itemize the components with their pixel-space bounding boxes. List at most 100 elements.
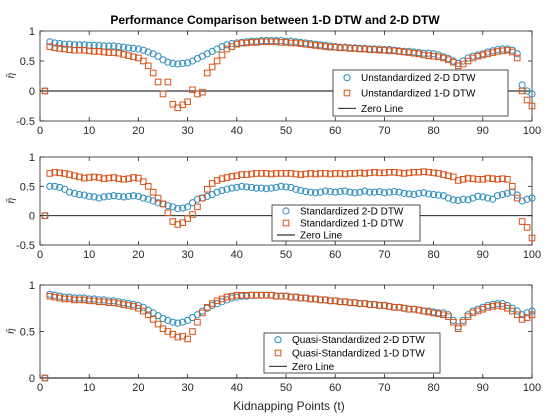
- data-point-square: [322, 170, 329, 177]
- data-point-circle: [454, 196, 462, 205]
- data-point-square: [346, 170, 354, 177]
- data-point-circle: [361, 187, 369, 195]
- data-point-square: [523, 96, 531, 104]
- data-point-circle: [430, 190, 438, 199]
- data-point-square: [223, 293, 231, 301]
- y-tick-label: 0.5: [20, 181, 35, 193]
- data-point-square: [518, 87, 526, 95]
- data-point-square: [90, 48, 98, 55]
- data-point-square: [125, 52, 132, 59]
- data-point-square: [425, 168, 432, 176]
- data-point-square: [326, 297, 334, 305]
- data-point-square: [51, 293, 59, 301]
- data-point-square: [80, 296, 88, 304]
- data-point-square: [312, 42, 319, 49]
- data-point-square: [331, 297, 339, 305]
- data-point-square: [267, 170, 275, 178]
- data-point-square: [149, 188, 157, 196]
- data-point-square: [149, 69, 157, 77]
- data-point-square: [454, 177, 462, 184]
- data-point-square: [528, 102, 536, 110]
- data-point-square: [449, 173, 457, 181]
- x-tick-label: 50: [280, 125, 292, 137]
- y-tick-label: 0: [29, 86, 35, 98]
- data-point-circle: [262, 185, 270, 193]
- data-point-square: [302, 294, 309, 302]
- data-point-circle: [272, 183, 280, 192]
- x-tick-label: 40: [231, 125, 243, 137]
- data-point-circle: [95, 194, 103, 202]
- data-point-square: [272, 38, 280, 46]
- data-point-square: [326, 43, 334, 51]
- data-point-circle: [134, 192, 142, 200]
- data-point-square: [523, 224, 531, 231]
- x-tick-label: 60: [329, 249, 341, 261]
- data-point-circle: [479, 193, 487, 201]
- data-point-circle: [124, 44, 133, 52]
- data-point-square: [504, 46, 511, 54]
- data-point-square: [287, 39, 295, 47]
- y-tick-label: 1: [29, 26, 35, 38]
- data-point-circle: [238, 182, 246, 190]
- y-tick-label: -0.5: [16, 116, 35, 128]
- data-point-square: [46, 170, 54, 177]
- data-point-circle: [169, 59, 177, 68]
- data-point-square: [307, 170, 314, 177]
- data-point-square: [66, 46, 73, 53]
- data-point-square: [41, 374, 49, 382]
- data-point-circle: [307, 188, 315, 196]
- data-point-square: [90, 173, 98, 181]
- data-point-square: [282, 170, 290, 177]
- subplot-3: 0 10 20 30 40 50 60 70 80 90 100 0 0.5 1 η̄ Quasi-Stand…: [6, 280, 541, 394]
- data-point-square: [130, 53, 137, 61]
- data-point-square: [430, 309, 437, 317]
- data-point-square: [331, 170, 339, 177]
- data-point-square: [410, 168, 418, 176]
- data-point-circle: [65, 40, 74, 48]
- data-point-square: [267, 291, 275, 299]
- legend-marker-circle: [343, 74, 351, 82]
- legend-entry-zero-line: Zero Line: [300, 231, 343, 242]
- data-point-square: [130, 303, 137, 310]
- data-point-square: [292, 39, 300, 47]
- data-point-square: [479, 305, 487, 313]
- data-point-square: [484, 50, 492, 58]
- x-tick-label: 70: [378, 382, 390, 394]
- data-point-square: [489, 175, 496, 183]
- data-point-square: [218, 175, 226, 183]
- data-point-square: [499, 47, 506, 55]
- legend-entry-zero-line: Zero Line: [361, 104, 404, 115]
- data-point-circle: [129, 44, 138, 53]
- data-point-square: [238, 171, 246, 178]
- data-point-square: [469, 175, 477, 183]
- series-square: [41, 291, 536, 382]
- data-point-circle: [459, 195, 467, 203]
- data-point-circle: [321, 187, 329, 195]
- data-point-square: [479, 51, 487, 59]
- data-point-square: [415, 306, 423, 314]
- data-point-square: [356, 169, 364, 177]
- data-point-circle: [331, 188, 339, 196]
- data-point-square: [56, 45, 63, 52]
- data-point-square: [71, 46, 78, 54]
- data-point-circle: [528, 90, 536, 98]
- data-point-square: [253, 170, 260, 177]
- data-point-square: [405, 49, 413, 56]
- data-point-square: [120, 175, 127, 183]
- data-point-circle: [144, 48, 152, 56]
- data-point-square: [218, 295, 226, 303]
- data-point-circle: [493, 192, 502, 200]
- data-point-square: [282, 292, 290, 300]
- data-point-square: [105, 49, 113, 56]
- data-point-square: [292, 170, 300, 178]
- data-point-square: [361, 170, 369, 177]
- data-point-square: [154, 320, 162, 328]
- data-point-square: [110, 174, 118, 181]
- data-point-circle: [247, 183, 256, 192]
- data-point-square: [258, 170, 265, 177]
- data-point-square: [386, 47, 393, 55]
- data-point-square: [184, 335, 191, 343]
- data-point-square: [66, 171, 73, 178]
- data-point-square: [464, 174, 472, 182]
